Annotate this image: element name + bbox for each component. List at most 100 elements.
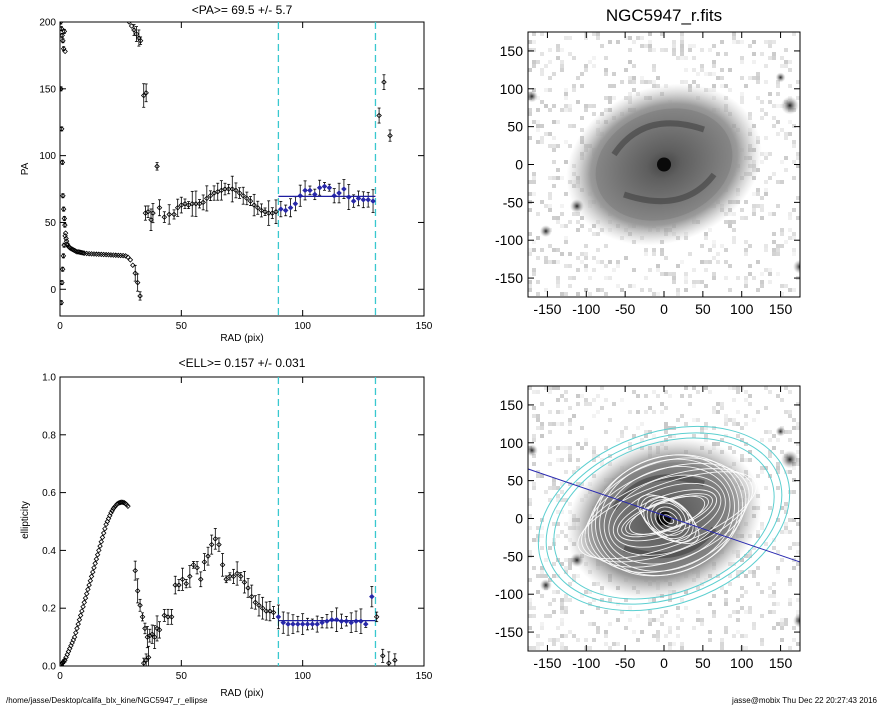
data-point [81, 599, 88, 606]
data-point [365, 196, 371, 203]
noise-pixel [740, 570, 744, 574]
data-point [60, 279, 65, 286]
noise-pixel [792, 638, 796, 642]
noise-pixel [628, 36, 632, 40]
galaxy-image: -150 -100 -50 0 50 100 150 -150 -100 -50 0 50 100 150 [495, 31, 801, 317]
data-point [201, 559, 208, 565]
noise-pixel [592, 622, 596, 626]
data-point [182, 200, 188, 207]
noise-pixel [748, 272, 752, 276]
pa-plot-area: 0 50 100 150 0 50 100 150 200 [39, 18, 432, 333]
noise-pixel [696, 390, 700, 394]
data-point [149, 631, 155, 637]
noise-pixel [548, 410, 552, 414]
data-point [269, 210, 276, 216]
noise-pixel [568, 458, 572, 462]
noise-pixel [604, 398, 608, 402]
noise-pixel [692, 626, 696, 630]
noise-pixel [624, 68, 628, 72]
noise-pixel [732, 32, 736, 36]
noise-pixel [732, 610, 736, 614]
noise-pixel [540, 474, 544, 478]
noise-pixel [540, 248, 544, 252]
data-point [282, 207, 289, 214]
star-source [780, 96, 799, 115]
data-point [171, 211, 177, 218]
noise-pixel [540, 534, 544, 538]
data-point [329, 616, 335, 623]
noise-pixel [588, 590, 592, 594]
noise-pixel [772, 248, 776, 252]
noise-pixel [608, 646, 612, 650]
noise-pixel [552, 176, 556, 180]
y-tick-label: 50 [45, 218, 57, 229]
noise-pixel [580, 594, 584, 598]
noise-pixel [688, 48, 692, 52]
noise-pixel [796, 152, 800, 156]
data-point [82, 595, 89, 601]
data-point [89, 569, 96, 575]
noise-pixel [736, 610, 740, 614]
noise-pixel [584, 442, 588, 446]
noise-pixel [724, 248, 728, 252]
noise-pixel [776, 80, 780, 84]
star-source [539, 225, 552, 238]
noise-pixel [776, 244, 780, 248]
noise-pixel [564, 240, 568, 244]
noise-pixel [772, 104, 776, 108]
noise-pixel [760, 272, 764, 276]
plot-frame [59, 376, 425, 667]
noise-pixel [548, 196, 552, 200]
noise-pixel [660, 410, 664, 414]
noise-pixel [752, 418, 756, 422]
noise-pixel [776, 394, 780, 398]
noise-pixel [548, 498, 552, 502]
noise-pixel [736, 40, 740, 44]
noise-pixel [788, 546, 792, 550]
noise-pixel [528, 614, 532, 618]
y-tick-label: 50 [507, 473, 523, 489]
noise-pixel [548, 486, 552, 490]
noise-pixel [760, 438, 764, 442]
noise-pixel [532, 120, 536, 124]
noise-pixel [792, 466, 796, 470]
data-point [240, 192, 246, 199]
noise-pixel [648, 598, 652, 602]
noise-pixel [672, 434, 676, 438]
noise-pixel [560, 212, 564, 216]
noise-pixel [600, 260, 604, 264]
noise-pixel [760, 152, 764, 156]
noise-pixel [596, 32, 600, 36]
data-point [137, 293, 143, 299]
noise-pixel [760, 590, 764, 594]
data-point [122, 253, 129, 259]
noise-pixel [776, 602, 780, 606]
x-tick-label: 0 [660, 655, 668, 671]
noise-pixel [692, 434, 696, 438]
noise-pixel [596, 626, 600, 630]
noise-pixel [540, 100, 544, 104]
noise-pixel [684, 272, 688, 276]
noise-pixel [760, 208, 764, 212]
noise-pixel [728, 614, 732, 618]
noise-pixel [556, 144, 560, 148]
noise-pixel [704, 268, 708, 272]
noise-pixel [744, 84, 748, 88]
noise-pixel [552, 144, 556, 148]
x-tick-label: -150 [533, 655, 561, 671]
noise-pixel [528, 550, 532, 554]
noise-pixel [540, 72, 544, 76]
noise-pixel [788, 212, 792, 216]
noise-pixel [784, 522, 788, 526]
data-point [128, 23, 135, 29]
noise-pixel [772, 446, 776, 450]
noise-pixel [756, 188, 760, 192]
data-point [316, 184, 323, 191]
noise-pixel [580, 260, 584, 264]
data-point [63, 235, 69, 242]
data-point [295, 621, 301, 627]
noise-pixel [792, 32, 796, 36]
y-tick-label: 0 [515, 157, 523, 173]
noise-pixel [796, 542, 800, 546]
